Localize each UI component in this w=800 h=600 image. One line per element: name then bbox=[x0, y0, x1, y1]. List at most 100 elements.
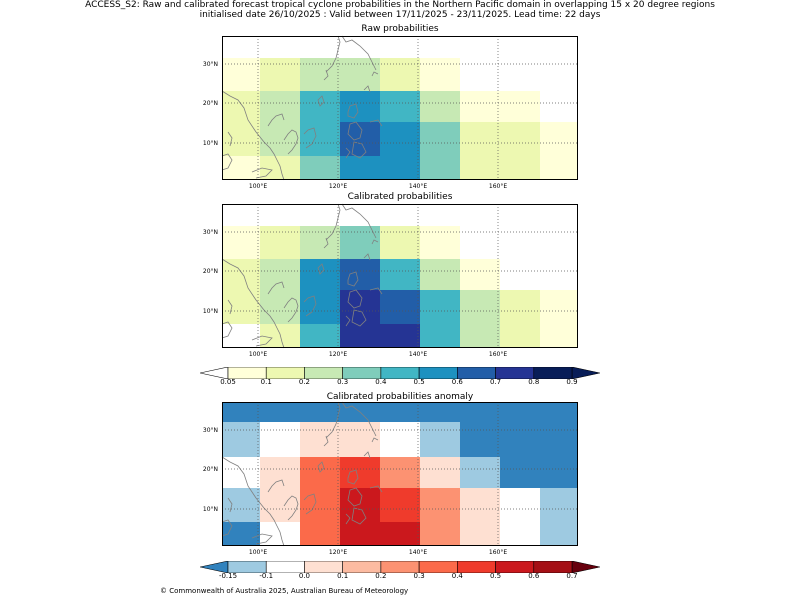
probability-cell bbox=[460, 156, 500, 180]
coastline bbox=[221, 203, 383, 349]
map-plot-area bbox=[221, 401, 578, 547]
probability-cell bbox=[340, 324, 380, 348]
longitude-tick-label: 160°E bbox=[489, 351, 507, 358]
grid-cells bbox=[222, 402, 578, 546]
longitude-tick-label: 100°E bbox=[249, 183, 267, 190]
calibrated-probabilities-map: 100°E 120°E 140°E 160°E 30°N 20°N 10°N bbox=[203, 203, 578, 368]
map-frame bbox=[222, 402, 578, 546]
coastline-segment bbox=[283, 297, 299, 323]
probability-cell bbox=[380, 122, 420, 156]
coastline-segment bbox=[347, 487, 363, 507]
probability-cell bbox=[540, 290, 578, 324]
probability-cell bbox=[420, 290, 460, 324]
grid-cells bbox=[222, 58, 578, 180]
graticule bbox=[222, 36, 578, 180]
longitude-tick-label: 160°E bbox=[489, 183, 507, 190]
probability-cell bbox=[260, 457, 300, 488]
probability-cell bbox=[420, 324, 460, 348]
colorbar-tick-label: 0.4 bbox=[375, 378, 387, 386]
probability-cell bbox=[260, 122, 300, 156]
latitude-tick-label: 30°N bbox=[203, 61, 218, 68]
coastline-segment bbox=[325, 35, 341, 73]
probability-cell bbox=[420, 226, 460, 259]
coastline-segment bbox=[317, 95, 325, 107]
probability-cell bbox=[380, 156, 420, 180]
probability-cell bbox=[420, 122, 460, 156]
grid-cells bbox=[222, 226, 578, 348]
probability-cell bbox=[260, 156, 300, 180]
probability-cell bbox=[540, 422, 578, 457]
latitude-tick-label: 30°N bbox=[203, 229, 218, 236]
probability-cell bbox=[380, 226, 420, 259]
probability-cell bbox=[340, 58, 380, 91]
coastline-segment bbox=[221, 321, 233, 339]
coastline-segment bbox=[251, 167, 273, 179]
figure-title-line-2: initialised date 26/10/2025 : Valid betw… bbox=[199, 10, 601, 20]
coastline-segment bbox=[221, 90, 285, 181]
probability-cell bbox=[260, 402, 300, 422]
probability-cell bbox=[540, 522, 578, 546]
coastline-segment bbox=[323, 69, 329, 81]
probability-cell bbox=[380, 290, 420, 324]
map-plot-area bbox=[221, 35, 578, 181]
colorbar-tick-label: 0.1 bbox=[260, 378, 272, 386]
probability-cell bbox=[540, 488, 578, 522]
probability-cell bbox=[540, 259, 578, 290]
coastline-segment bbox=[351, 141, 367, 159]
probability-cell bbox=[540, 58, 578, 91]
colorbar-tick-label: 0.05 bbox=[220, 378, 236, 386]
probability-cell bbox=[380, 91, 420, 122]
probability-cell bbox=[500, 226, 540, 259]
colorbar-tick-label: 0.3 bbox=[413, 572, 425, 580]
coastline-segment bbox=[227, 131, 233, 147]
colorbar-tick-label: 0.2 bbox=[375, 572, 387, 580]
anomaly-colorbar bbox=[199, 558, 601, 574]
longitude-tick-label: 140°E bbox=[409, 549, 427, 556]
probability-cell bbox=[460, 422, 500, 457]
coastline-segment bbox=[345, 513, 351, 525]
probability-cell bbox=[222, 226, 260, 259]
latitude-tick-label: 20°N bbox=[203, 466, 218, 473]
coastline-segment bbox=[227, 299, 233, 315]
probability-cell bbox=[500, 290, 540, 324]
probability-cell bbox=[380, 457, 420, 488]
coastline-segment bbox=[369, 485, 383, 493]
probability-cell bbox=[460, 259, 500, 290]
graticule bbox=[222, 204, 578, 348]
coastline-segment bbox=[251, 335, 273, 347]
coastline-segment bbox=[351, 309, 367, 327]
latitude-tick-label: 10°N bbox=[203, 506, 218, 513]
colorbar-tick-label: 0.9 bbox=[566, 378, 578, 386]
raw-panel-title: Raw probabilities bbox=[361, 24, 439, 34]
probability-cell bbox=[260, 324, 300, 348]
probability-cell bbox=[300, 422, 340, 457]
probability-cell bbox=[300, 324, 340, 348]
coastline-segment bbox=[267, 113, 285, 127]
probability-cell bbox=[420, 58, 460, 91]
probability-cell bbox=[380, 522, 420, 546]
colorbar-tick-label: 0.6 bbox=[528, 572, 540, 580]
probability-cell bbox=[380, 58, 420, 91]
coastline bbox=[221, 35, 383, 181]
map-plot-area bbox=[221, 203, 578, 349]
longitude-tick-label: 100°E bbox=[249, 549, 267, 556]
coastline-segment bbox=[283, 495, 299, 521]
coastline-segment bbox=[303, 295, 317, 317]
probability-cell bbox=[380, 259, 420, 290]
probability-cell bbox=[260, 290, 300, 324]
probability-cell bbox=[260, 488, 300, 522]
calibrated-map-svg: 100°E 120°E 140°E 160°E 30°N 20°N 10°N bbox=[203, 203, 578, 358]
probability-cell bbox=[340, 259, 380, 290]
coastline-segment bbox=[325, 401, 341, 439]
probability-cell bbox=[460, 488, 500, 522]
probability-cell bbox=[222, 122, 260, 156]
coastline-segment bbox=[267, 281, 285, 295]
longitude-tick-label: 120°E bbox=[329, 183, 347, 190]
probability-cell bbox=[460, 58, 500, 91]
coastline-segment bbox=[251, 533, 273, 545]
probability-cell bbox=[340, 156, 380, 180]
coastline-segment bbox=[323, 435, 329, 447]
coastline-segment bbox=[323, 237, 329, 249]
coastline-segment bbox=[317, 263, 325, 275]
colorbar-tick-label: 0.7 bbox=[489, 378, 502, 386]
